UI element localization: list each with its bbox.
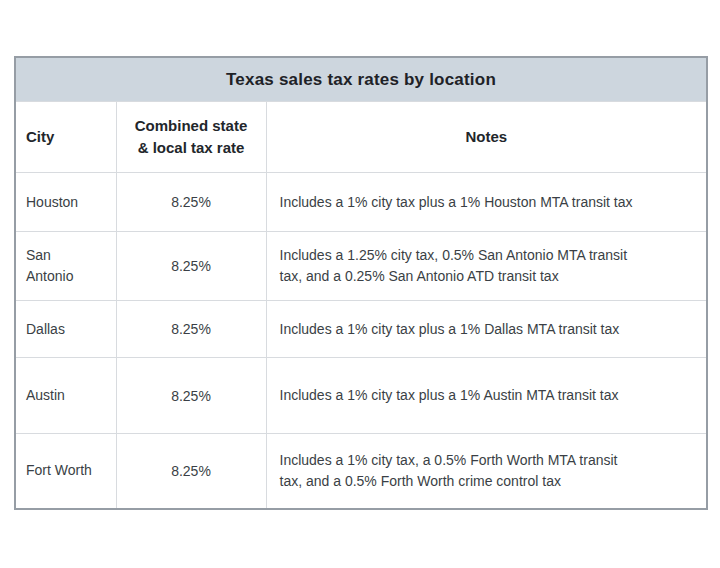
notes-cell: Includes a 1% city tax plus a 1% Houston…: [266, 173, 707, 232]
city-cell: San Antonio: [15, 232, 116, 301]
tax-rate-table: Texas sales tax rates by location City C…: [14, 56, 708, 510]
notes-cell: Includes a 1.25% city tax, 0.5% San Anto…: [266, 232, 707, 301]
city-cell: Austin: [15, 358, 116, 434]
column-header-rate: Combined state & local tax rate: [116, 102, 266, 173]
city-cell: Houston: [15, 173, 116, 232]
rate-cell: 8.25%: [116, 434, 266, 509]
rate-cell: 8.25%: [116, 301, 266, 358]
table-row: San Antonio 8.25% Includes a 1.25% city …: [15, 232, 707, 301]
table-header-row: City Combined state & local tax rate Not…: [15, 102, 707, 173]
table-title-row: Texas sales tax rates by location: [15, 57, 707, 102]
city-cell: Fort Worth: [15, 434, 116, 509]
table-row: Fort Worth 8.25% Includes a 1% city tax,…: [15, 434, 707, 509]
city-cell: Dallas: [15, 301, 116, 358]
notes-cell: Includes a 1% city tax plus a 1% Austin …: [266, 358, 707, 434]
notes-cell: Includes a 1% city tax plus a 1% Dallas …: [266, 301, 707, 358]
rate-cell: 8.25%: [116, 232, 266, 301]
table-row: Dallas 8.25% Includes a 1% city tax plus…: [15, 301, 707, 358]
rate-cell: 8.25%: [116, 173, 266, 232]
column-header-city: City: [15, 102, 116, 173]
table-row: Austin 8.25% Includes a 1% city tax plus…: [15, 358, 707, 434]
column-header-notes: Notes: [266, 102, 707, 173]
notes-cell: Includes a 1% city tax, a 0.5% Forth Wor…: [266, 434, 707, 509]
table-title: Texas sales tax rates by location: [15, 57, 707, 102]
page-background: Texas sales tax rates by location City C…: [0, 0, 720, 568]
table-row: Houston 8.25% Includes a 1% city tax plu…: [15, 173, 707, 232]
rate-cell: 8.25%: [116, 358, 266, 434]
